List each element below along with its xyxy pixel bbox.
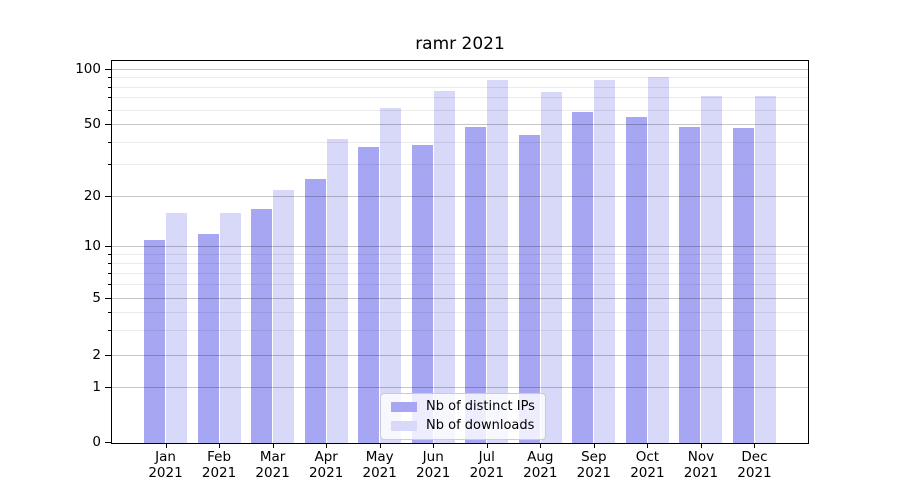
x-tick bbox=[593, 443, 595, 448]
x-tick-label: Aug 2021 bbox=[523, 449, 558, 481]
x-tick-label: Nov 2021 bbox=[683, 449, 719, 481]
x-tick bbox=[486, 443, 488, 448]
bar-distinct-ips bbox=[304, 179, 326, 443]
y-minor-tick bbox=[108, 97, 111, 98]
y-tick-label: 20 bbox=[83, 188, 101, 204]
y-tick bbox=[105, 196, 111, 197]
legend-swatch-distinct-ips-icon bbox=[391, 402, 417, 412]
x-tick bbox=[700, 443, 702, 448]
bar-distinct-ips bbox=[197, 234, 219, 443]
bar-downloads bbox=[166, 213, 188, 443]
legend-label-downloads: Nb of downloads bbox=[426, 418, 535, 433]
bar-downloads bbox=[273, 190, 295, 443]
plot-area bbox=[111, 60, 809, 444]
legend-swatch-downloads-icon bbox=[391, 421, 417, 431]
x-tick bbox=[379, 443, 381, 448]
legend-item-distinct-ips: Nb of distinct IPs bbox=[391, 400, 535, 414]
x-tick bbox=[433, 443, 435, 448]
x-tick bbox=[540, 443, 542, 448]
y-tick-label: 50 bbox=[83, 116, 101, 132]
y-minor-tick bbox=[108, 330, 111, 331]
bar-distinct-ips bbox=[144, 240, 166, 443]
y-minor-tick bbox=[108, 273, 111, 274]
y-minor-tick bbox=[108, 312, 111, 313]
x-tick-label: Jun 2021 bbox=[416, 449, 451, 481]
x-tick-label: Jan 2021 bbox=[148, 449, 183, 481]
x-tick bbox=[647, 443, 649, 448]
y-tick bbox=[105, 298, 111, 299]
legend: Nb of distinct IPs Nb of downloads bbox=[380, 393, 546, 440]
gridline-major bbox=[112, 69, 808, 70]
bar-downloads bbox=[647, 77, 669, 443]
bar-downloads bbox=[540, 92, 562, 443]
x-tick bbox=[326, 443, 328, 448]
x-tick bbox=[219, 443, 221, 448]
bar-downloads bbox=[326, 139, 348, 443]
x-tick-label: Feb 2021 bbox=[201, 449, 237, 481]
x-tick-label: May 2021 bbox=[362, 449, 397, 481]
y-tick-label: 100 bbox=[75, 61, 101, 77]
x-tick-label: Jul 2021 bbox=[469, 449, 504, 481]
y-minor-tick bbox=[108, 87, 111, 88]
y-tick-label: 1 bbox=[92, 379, 101, 395]
bar-distinct-ips bbox=[572, 112, 594, 443]
y-tick-label: 0 bbox=[92, 434, 101, 450]
chart-title: ramr 2021 bbox=[415, 34, 505, 54]
y-tick-label: 2 bbox=[92, 347, 101, 363]
bar-distinct-ips bbox=[732, 128, 754, 443]
x-tick-label: Oct 2021 bbox=[630, 449, 665, 481]
y-minor-tick bbox=[108, 110, 111, 111]
bar-distinct-ips bbox=[518, 135, 540, 443]
x-tick-label: Sep 2021 bbox=[576, 449, 612, 481]
bar-distinct-ips bbox=[251, 209, 273, 443]
bar-downloads bbox=[219, 213, 241, 443]
x-tick bbox=[754, 443, 756, 448]
y-minor-tick bbox=[108, 77, 111, 78]
y-tick bbox=[105, 246, 111, 247]
y-tick bbox=[105, 69, 111, 70]
y-minor-tick bbox=[108, 263, 111, 264]
bar-distinct-ips bbox=[679, 127, 701, 443]
y-tick-label: 5 bbox=[92, 290, 101, 306]
x-tick-label: Mar 2021 bbox=[255, 449, 290, 481]
bar-downloads bbox=[594, 80, 616, 443]
legend-label-distinct-ips: Nb of distinct IPs bbox=[426, 399, 535, 414]
y-minor-tick bbox=[108, 164, 111, 165]
y-tick-label: 10 bbox=[83, 238, 101, 254]
bar-downloads bbox=[433, 91, 455, 443]
y-tick bbox=[105, 442, 111, 443]
y-tick bbox=[105, 124, 111, 125]
x-tick bbox=[165, 443, 167, 448]
gridline-minor bbox=[112, 87, 808, 88]
bar-downloads bbox=[701, 96, 723, 443]
bar-downloads bbox=[754, 96, 776, 443]
y-minor-tick bbox=[108, 254, 111, 255]
y-minor-tick bbox=[108, 284, 111, 285]
gridline-minor bbox=[112, 77, 808, 78]
bar-distinct-ips bbox=[625, 117, 647, 443]
x-tick bbox=[272, 443, 274, 448]
legend-item-downloads: Nb of downloads bbox=[391, 419, 535, 433]
y-tick bbox=[105, 387, 111, 388]
y-tick bbox=[105, 355, 111, 356]
y-minor-tick bbox=[108, 142, 111, 143]
x-tick-label: Apr 2021 bbox=[308, 449, 344, 481]
x-tick-label: Dec 2021 bbox=[737, 449, 772, 481]
bar-distinct-ips bbox=[465, 127, 487, 443]
bar-downloads bbox=[487, 80, 509, 443]
bar-distinct-ips bbox=[358, 147, 380, 443]
bar-downloads bbox=[380, 108, 402, 443]
bar-distinct-ips bbox=[411, 145, 433, 443]
